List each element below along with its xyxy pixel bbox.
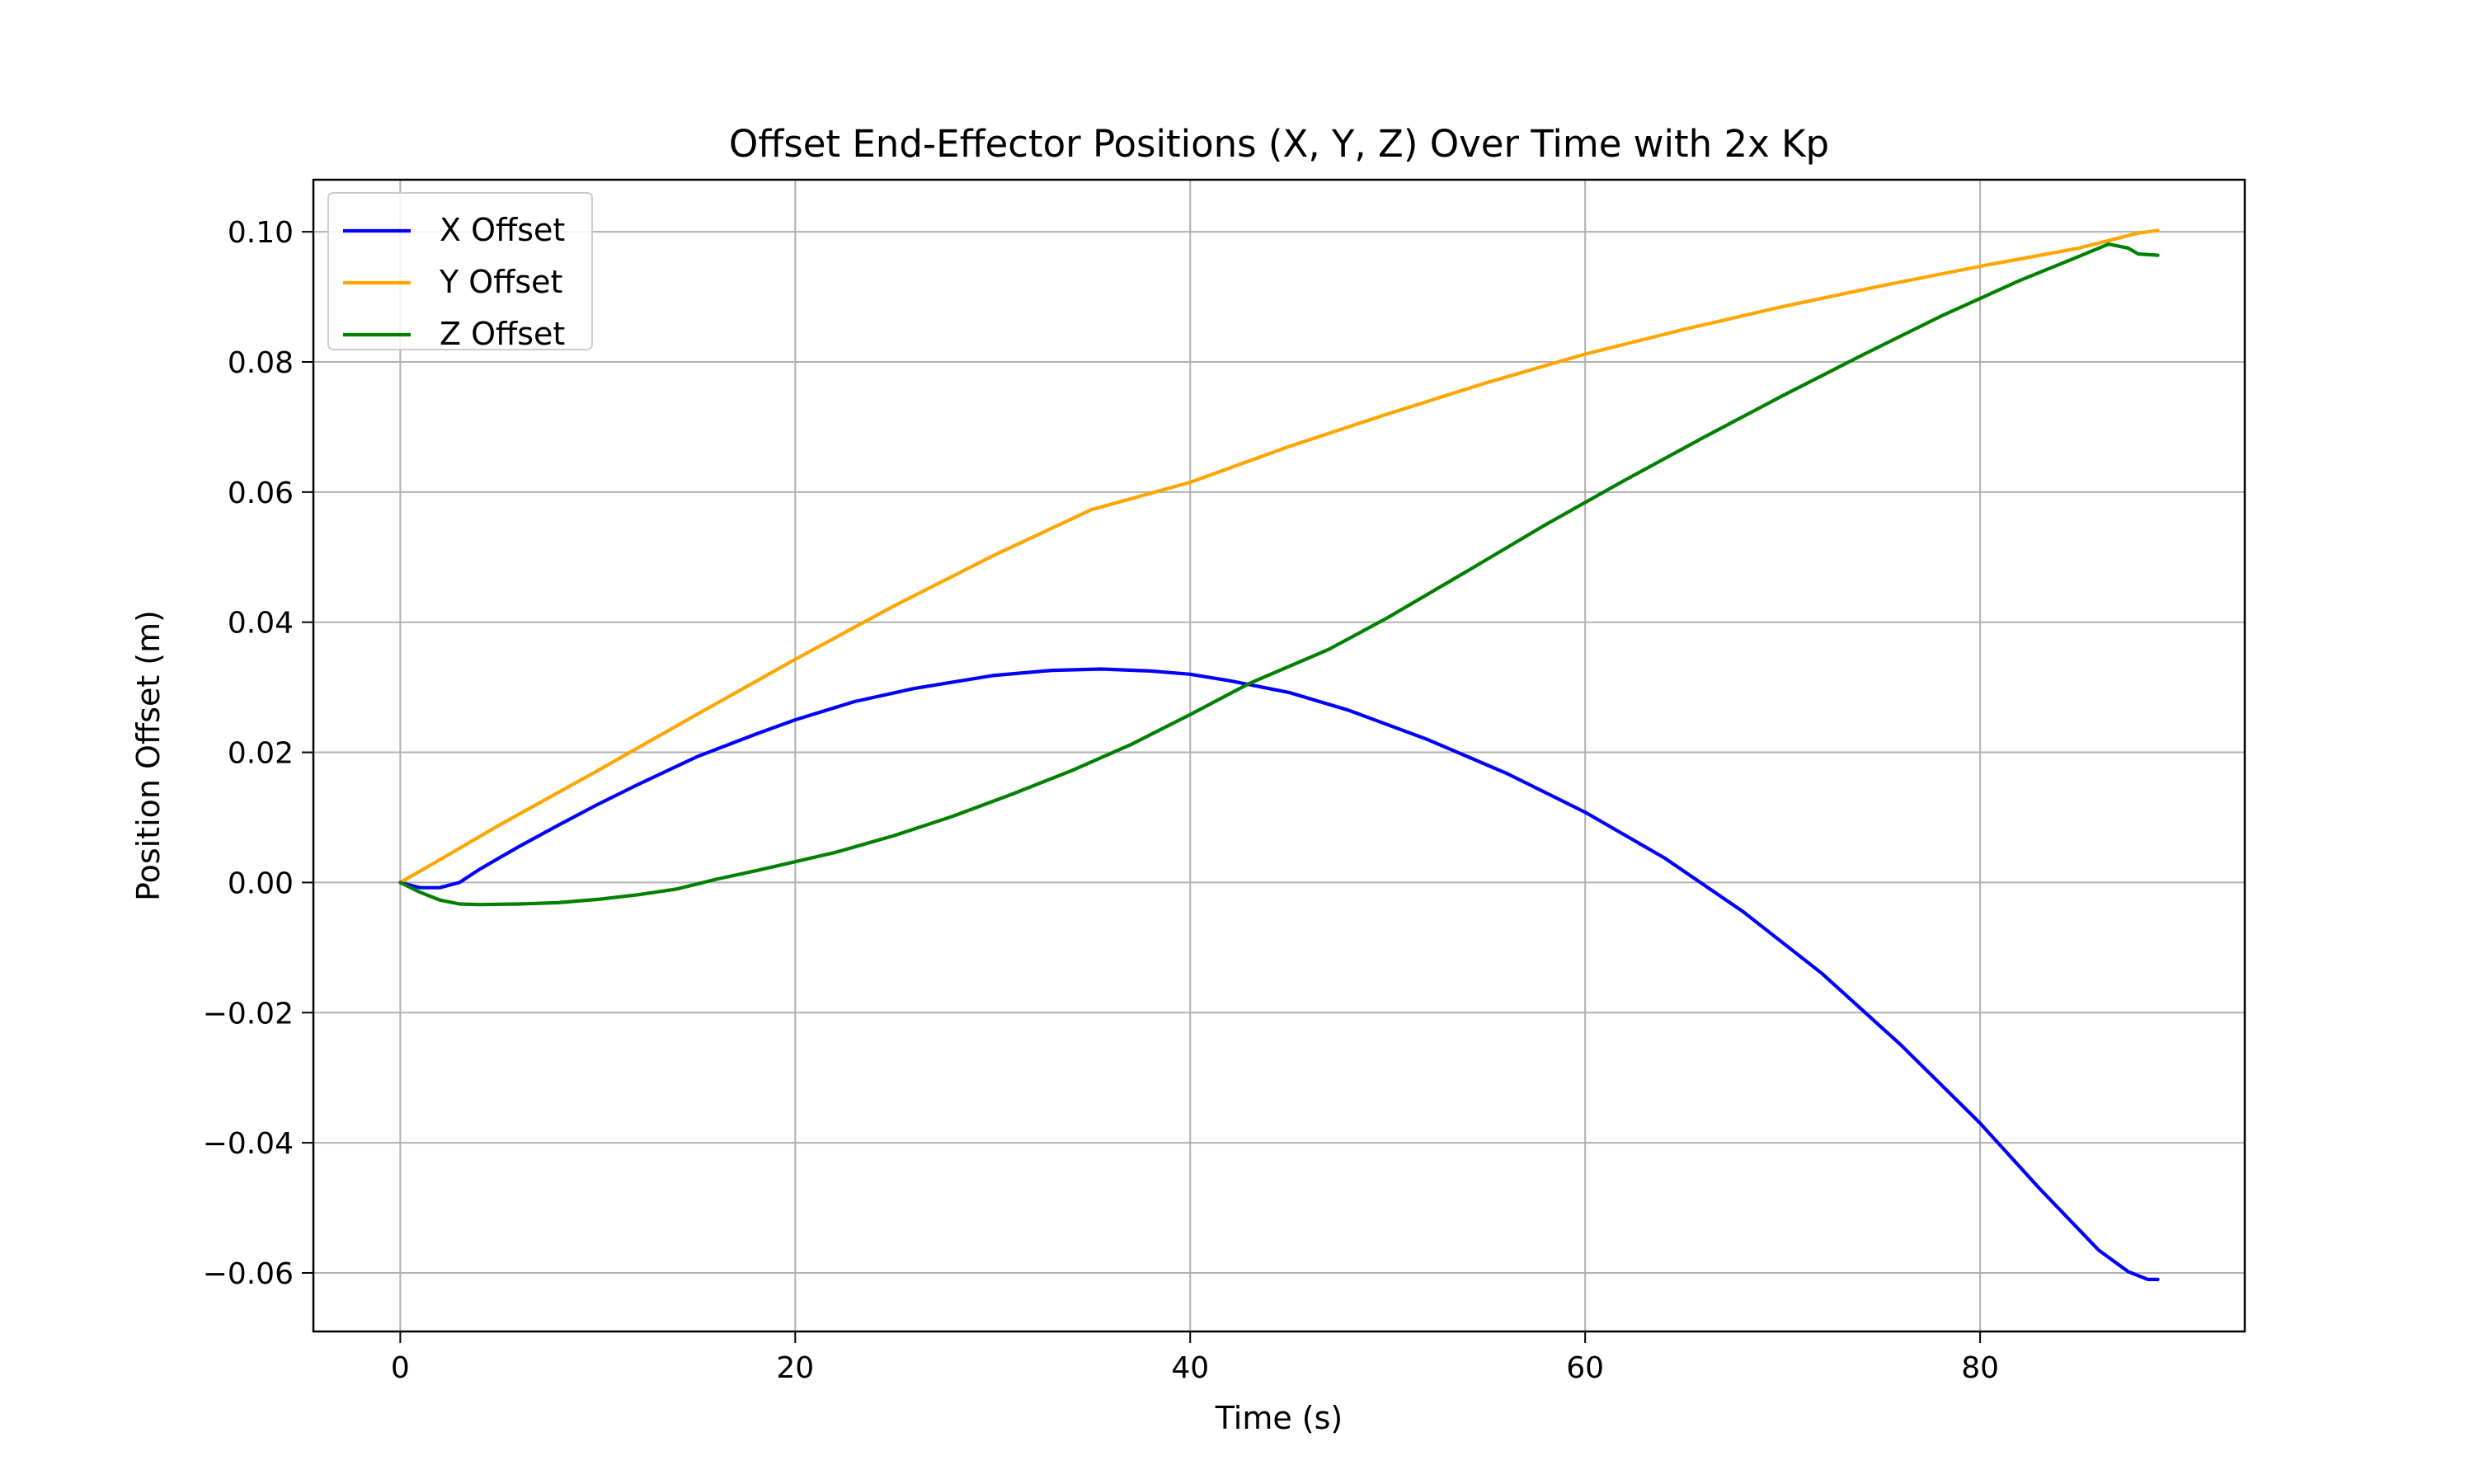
y-axis-label: Position Offset (m) <box>130 610 167 901</box>
y-tick-label: −0.04 <box>203 1127 294 1161</box>
x-tick-label: 80 <box>1961 1351 1999 1385</box>
grid <box>313 180 2245 1331</box>
y-tick-label: 0.04 <box>228 607 294 641</box>
y-tick-label: −0.06 <box>203 1257 294 1291</box>
y-tick-label: 0.08 <box>228 346 294 380</box>
series-line-x-offset <box>398 667 2160 1281</box>
y-tick-label: 0.10 <box>228 216 294 250</box>
y-axis-ticks: −0.06 −0.04 −0.02 0.00 0.02 0.04 0.06 0.08 0.10 <box>203 216 313 1291</box>
legend-label: Y Offset <box>439 264 562 300</box>
series-layer <box>398 228 2160 1281</box>
x-tick-label: 40 <box>1171 1351 1209 1385</box>
x-axis-label: Time (s) <box>1215 1400 1343 1436</box>
legend: X Offset Y Offset Z Offset <box>327 192 593 352</box>
x-axis-ticks: 0 20 40 60 80 <box>391 1331 1999 1385</box>
y-tick-label: 0.00 <box>228 866 294 900</box>
y-tick-label: 0.02 <box>228 737 294 771</box>
plot-area-frame <box>312 178 2246 1333</box>
x-tick-label: 60 <box>1566 1351 1604 1385</box>
legend-label: X Offset <box>440 212 565 248</box>
chart-title: Offset End-Effector Positions (X, Y, Z) … <box>729 122 1829 166</box>
series-line-y-offset <box>398 228 2160 885</box>
series-line-z-offset <box>398 242 2160 907</box>
x-tick-label: 0 <box>391 1351 410 1385</box>
y-tick-label: −0.02 <box>203 997 294 1031</box>
x-tick-label: 20 <box>776 1351 814 1385</box>
legend-label: Z Offset <box>440 316 565 352</box>
y-tick-label: 0.06 <box>228 477 294 510</box>
